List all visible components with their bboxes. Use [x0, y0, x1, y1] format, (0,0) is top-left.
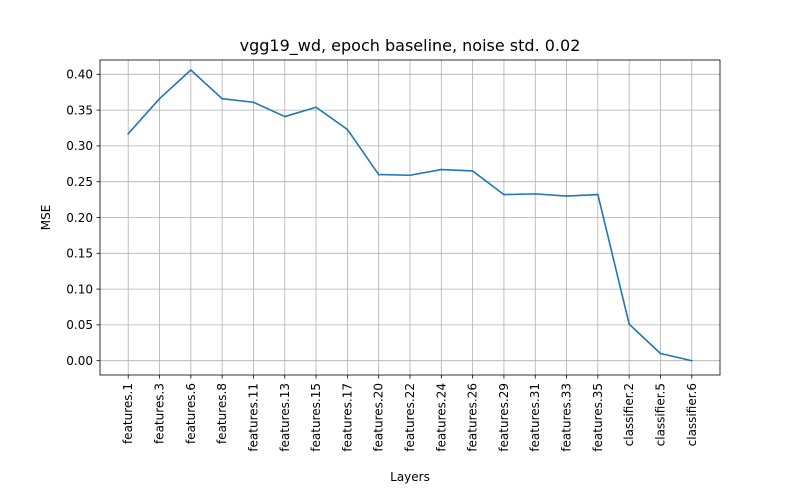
- y-axis-label: MSE: [39, 205, 53, 231]
- x-tick-label: features.13: [278, 383, 292, 452]
- data-point: [565, 195, 568, 197]
- x-tick-label: features.24: [434, 383, 448, 452]
- y-tick-label: 0.35: [66, 103, 93, 117]
- x-tick-label: features.33: [560, 383, 574, 452]
- data-point: [377, 173, 380, 176]
- x-tick-label: classifier.5: [653, 383, 667, 446]
- x-tick-label: features.15: [309, 383, 323, 452]
- data-point: [221, 97, 223, 100]
- data-point: [691, 359, 693, 362]
- x-tick-label: classifier.2: [622, 383, 636, 446]
- x-tick-label: features.8: [215, 383, 229, 444]
- data-point: [127, 132, 129, 135]
- data-point: [440, 168, 443, 171]
- x-tick-label: features.6: [184, 383, 198, 444]
- data-point: [597, 193, 599, 196]
- data-point: [283, 115, 286, 118]
- y-tick-label: 0.05: [66, 318, 93, 332]
- x-tick-label: features.22: [403, 383, 417, 452]
- series-layer: [127, 69, 693, 362]
- data-point: [252, 101, 255, 104]
- data-point: [158, 97, 161, 100]
- x-tick-label: classifier.6: [685, 383, 699, 446]
- x-tick-label: features.29: [497, 383, 511, 452]
- data-point: [409, 174, 411, 177]
- y-tick-label: 0.20: [66, 211, 93, 225]
- data-point: [346, 128, 349, 131]
- y-tick-label: 0.10: [66, 282, 93, 296]
- chart-title: vgg19_wd, epoch baseline, noise std. 0.0…: [240, 36, 581, 56]
- y-tick-label: 0.15: [66, 247, 93, 261]
- data-point: [534, 193, 537, 195]
- data-point: [659, 352, 662, 355]
- grid: [100, 60, 720, 375]
- x-tick-label: features.20: [372, 383, 386, 452]
- x-axis-label: Layers: [390, 470, 430, 484]
- y-tick-label: 0.00: [66, 354, 93, 368]
- data-point: [190, 69, 192, 71]
- x-tick-label: features.17: [340, 383, 354, 452]
- x-tick-label: features.35: [591, 383, 605, 452]
- x-tick-label: features.26: [466, 383, 480, 452]
- data-point: [503, 193, 505, 196]
- y-tick-label: 0.40: [66, 68, 93, 82]
- y-tick-label: 0.30: [66, 139, 93, 153]
- x-tick-label: features.31: [528, 383, 542, 452]
- ticks: features.1 features.3 features.6 features.8…: [66, 68, 699, 452]
- data-point: [471, 170, 474, 172]
- y-tick-label: 0.25: [66, 175, 93, 189]
- data-point: [628, 323, 630, 325]
- x-tick-label: features.1: [121, 383, 135, 444]
- x-tick-label: features.11: [246, 383, 260, 452]
- data-point: [315, 106, 317, 109]
- x-tick-label: features.3: [153, 383, 167, 444]
